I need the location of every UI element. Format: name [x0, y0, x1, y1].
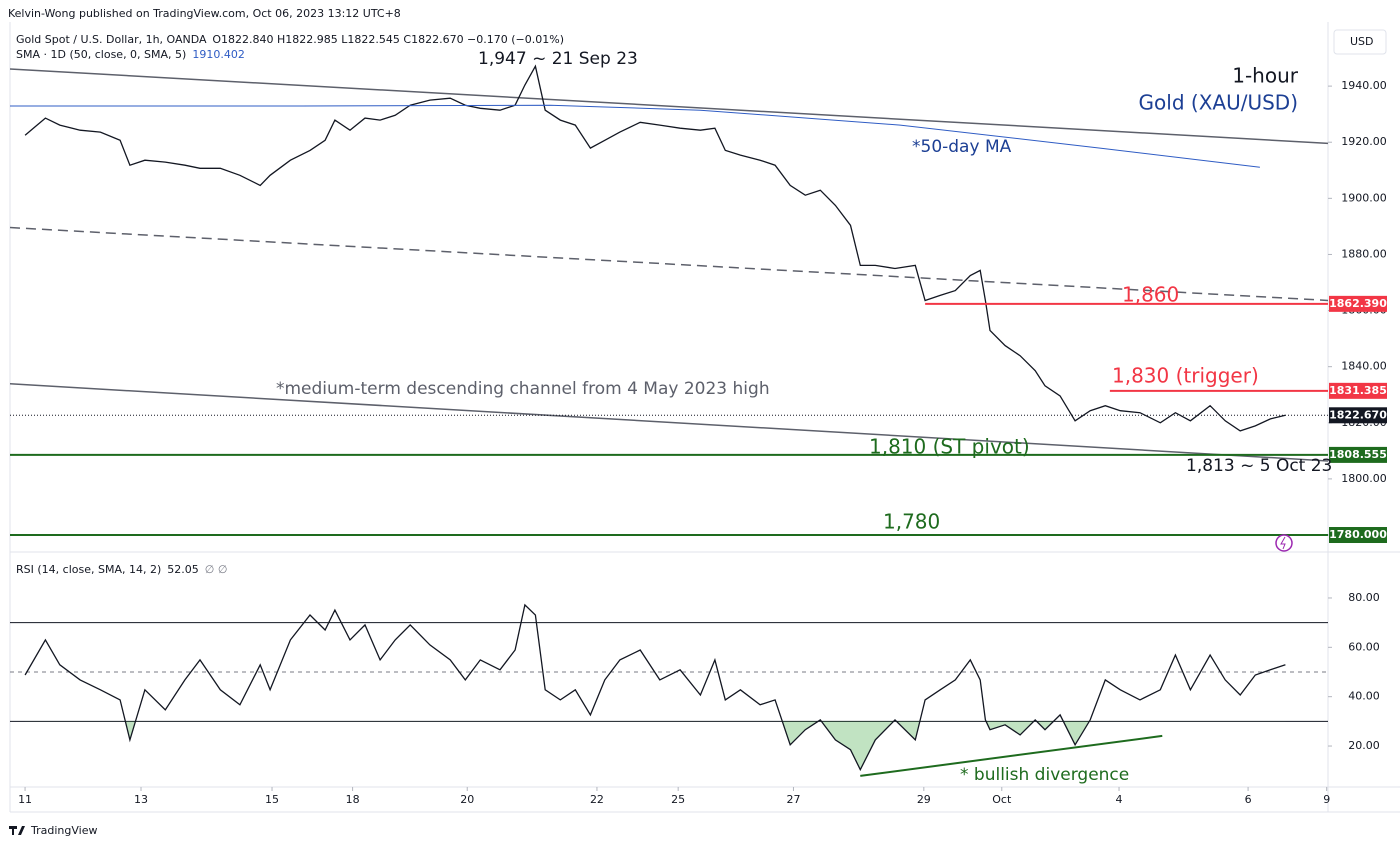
y-tick-label: 20.00 — [1348, 739, 1380, 752]
annotation: 1,947 ~ 21 Sep 23 — [478, 49, 638, 69]
rsi-pane — [10, 603, 1328, 777]
y-tick-label: 1900.00 — [1341, 191, 1387, 204]
x-tick-label: 18 — [346, 793, 360, 806]
y-tick-label: 1800.00 — [1341, 472, 1387, 485]
x-tick-label: 15 — [265, 793, 279, 806]
annotation: 1-hour — [1232, 64, 1299, 88]
brand: TradingView — [30, 824, 97, 837]
y-tick-label: 1880.00 — [1341, 247, 1387, 260]
y-tick-label: 60.00 — [1348, 640, 1380, 653]
publisher: Kelvin-Wong published on TradingView.com… — [8, 7, 401, 20]
x-tick-label: 6 — [1245, 793, 1252, 806]
price-badge — [1329, 407, 1387, 424]
annotation: 1,860 — [1122, 283, 1179, 307]
trendline — [10, 68, 1328, 145]
x-tick-label: 29 — [917, 793, 931, 806]
x-tick-label: 4 — [1116, 793, 1123, 806]
x-tick-label: Oct — [992, 793, 1012, 806]
annotation: *medium-term descending channel from 4 M… — [276, 379, 770, 399]
currency[interactable]: USD — [1350, 35, 1374, 48]
alert-icon[interactable] — [1275, 534, 1293, 552]
x-tick-label: 11 — [18, 793, 32, 806]
y-tick-label: 1940.00 — [1341, 79, 1387, 92]
divergence-line — [860, 734, 1163, 777]
trendline — [10, 383, 1328, 462]
annotation: 1,813 ~ 5 Oct 23 — [1186, 456, 1332, 476]
y-tick-label: 40.00 — [1348, 690, 1380, 703]
price-badge-label: 1780.000 — [1329, 528, 1387, 541]
oversold-fill — [125, 721, 1090, 770]
alert-bolt — [1280, 536, 1286, 550]
rsi-icons: ∅ ∅ — [205, 563, 228, 576]
price-badge — [1329, 446, 1387, 463]
rsi-legend: RSI (14, close, SMA, 14, 2) 52.05 ∅ ∅ — [16, 563, 227, 576]
x-tick-label: 20 — [460, 793, 474, 806]
annotation: Gold (XAU/USD) — [1139, 91, 1298, 115]
y-tick-label: 80.00 — [1348, 591, 1380, 604]
annotation: *50-day MA — [912, 137, 1012, 157]
series-line — [10, 104, 1260, 168]
price-badge-label: 1808.555 — [1329, 448, 1387, 461]
price-badge-label: 1831.385 — [1329, 384, 1387, 397]
x-tick-label: 25 — [671, 793, 685, 806]
sma-value: 1910.402 — [192, 48, 245, 61]
sma-name: SMA · 1D (50, close, 0, SMA, 5) — [16, 48, 186, 61]
y-tick-label: 1920.00 — [1341, 135, 1387, 148]
rsi-name: RSI (14, close, SMA, 14, 2) — [16, 563, 161, 576]
annotation: 1,810 (ST pivot) — [869, 435, 1030, 459]
x-tick-label: 13 — [134, 793, 148, 806]
price-pane — [10, 64, 1328, 537]
symbol-legend: Gold Spot / U.S. Dollar, 1h, OANDA O1822.… — [16, 33, 564, 46]
price-badge-label: 1862.390 — [1329, 297, 1387, 310]
x-tick-label: 22 — [590, 793, 604, 806]
currency-button[interactable] — [1333, 29, 1387, 55]
plot-area: 111315182022252729Oct4691780.001800.0018… — [10, 64, 1387, 806]
brand-logo — [9, 826, 25, 835]
price-badge — [1329, 382, 1387, 399]
sma-legend: SMA · 1D (50, close, 0, SMA, 5) 1910.402 — [16, 48, 245, 61]
y-tick-label: 1840.00 — [1341, 360, 1387, 373]
trendline — [10, 226, 1328, 302]
price-badge — [1329, 527, 1387, 544]
x-tick-label: 9 — [1323, 793, 1330, 806]
x-tick-label: 27 — [786, 793, 800, 806]
symbol: Gold Spot / U.S. Dollar, 1h, OANDA — [16, 33, 207, 46]
annotation: 1,830 (trigger) — [1112, 364, 1259, 388]
price-badge-label: 1822.670 — [1329, 408, 1387, 421]
price-badge — [1329, 295, 1387, 312]
series-line — [24, 64, 1286, 432]
rsi-value: 52.05 — [167, 563, 199, 576]
annotation: 1,780 — [883, 510, 940, 534]
series-line — [24, 603, 1286, 772]
divergence-label: * bullish divergence — [960, 765, 1129, 785]
ohlc: O1822.840 H1822.985 L1822.545 C1822.670 … — [212, 33, 564, 46]
